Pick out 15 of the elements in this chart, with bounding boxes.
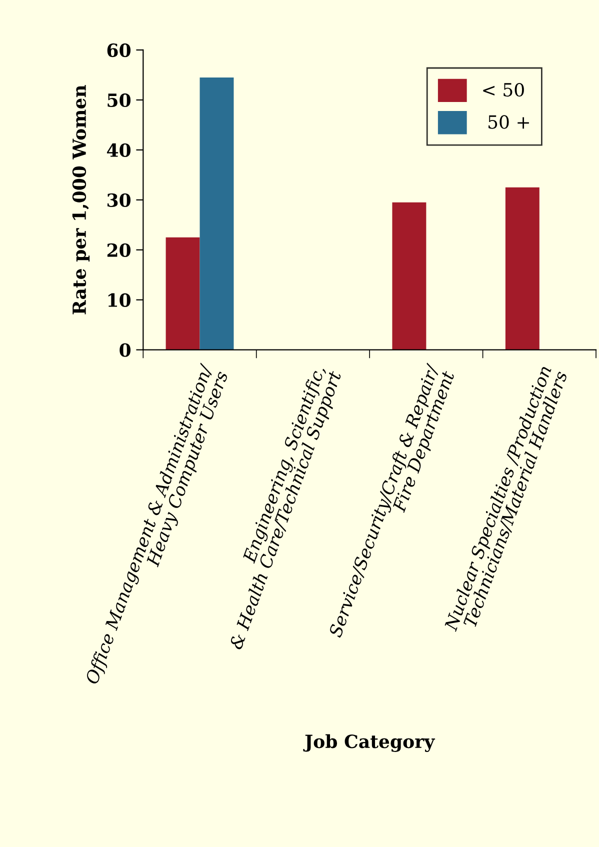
legend-label: 50 + (488, 115, 529, 129)
y-tick-label: 40 (106, 143, 131, 158)
y-axis-title: Rate per 1,000 Women (72, 85, 90, 314)
bar (392, 202, 426, 350)
bar (505, 187, 540, 350)
y-tick-label: 20 (107, 243, 131, 257)
bar (200, 77, 234, 350)
x-axis-title: Job Category (303, 734, 436, 752)
y-tick-label: 10 (108, 293, 131, 307)
y-tick-label: 0 (120, 343, 131, 357)
legend-label: < 50 (483, 82, 524, 97)
bar (166, 237, 200, 350)
y-tick-label: 50 (108, 93, 131, 108)
y-tick-label: 60 (107, 43, 131, 58)
y-tick-label: 30 (107, 193, 131, 208)
